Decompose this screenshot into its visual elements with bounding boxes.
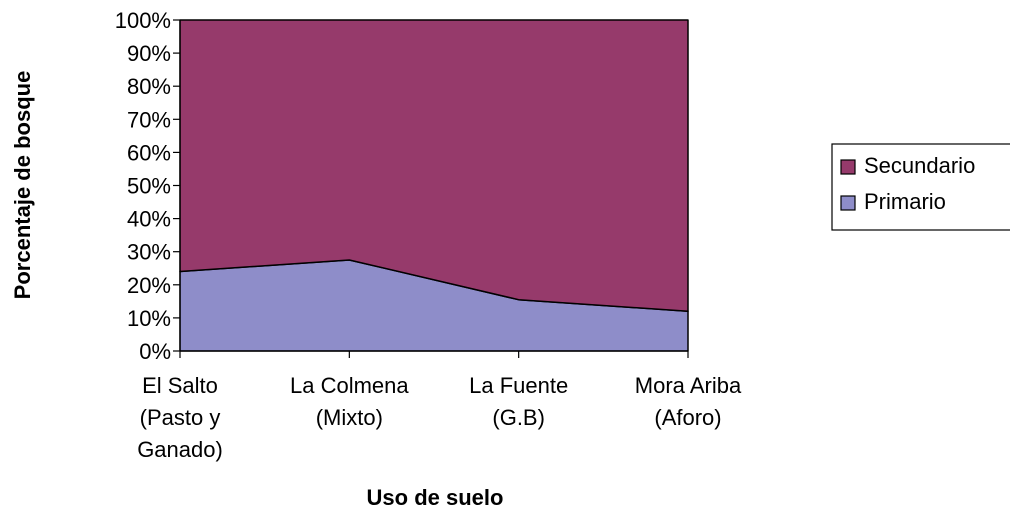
y-tick-label: 20% bbox=[127, 273, 171, 298]
x-axis: El Salto (Pasto y Ganado) La Colmena (Mixto)… bbox=[137, 350, 742, 462]
plot-area bbox=[179, 19, 689, 352]
legend: Secundario Primario bbox=[831, 143, 1010, 231]
y-tick-label: 30% bbox=[127, 240, 171, 265]
x-category-label: La Fuente (G.B) bbox=[469, 373, 568, 430]
legend-label-primario: Primario bbox=[864, 189, 946, 214]
legend-swatch-primario bbox=[840, 195, 856, 211]
x-category-label: La Colmena (Mixto) bbox=[290, 373, 409, 430]
x-category-label: Mora Ariba (Aforo) bbox=[635, 373, 742, 430]
y-axis-title: Porcentaje de bosque bbox=[10, 71, 35, 300]
legend-label-secundario: Secundario bbox=[864, 153, 975, 178]
y-tick-label: 70% bbox=[127, 107, 171, 132]
y-tick-label: 100% bbox=[115, 8, 171, 33]
y-tick-label: 40% bbox=[127, 207, 171, 232]
x-category-label: El Salto (Pasto y Ganado) bbox=[137, 373, 223, 462]
y-tick-label: 80% bbox=[127, 74, 171, 99]
x-axis-title: Uso de suelo bbox=[367, 485, 504, 510]
y-tick-label: 60% bbox=[127, 140, 171, 165]
y-tick-label: 50% bbox=[127, 174, 171, 199]
y-tick-label: 90% bbox=[127, 41, 171, 66]
series-area-secundario bbox=[179, 19, 689, 313]
y-tick-label: 10% bbox=[127, 306, 171, 331]
legend-box bbox=[831, 143, 1010, 231]
legend-swatch-secundario bbox=[840, 159, 856, 175]
y-axis: 0% 10% 20% 30% 40% 50% 60% 70% 80% 90% 100% bbox=[115, 8, 181, 364]
y-tick-label: 0% bbox=[139, 339, 171, 364]
